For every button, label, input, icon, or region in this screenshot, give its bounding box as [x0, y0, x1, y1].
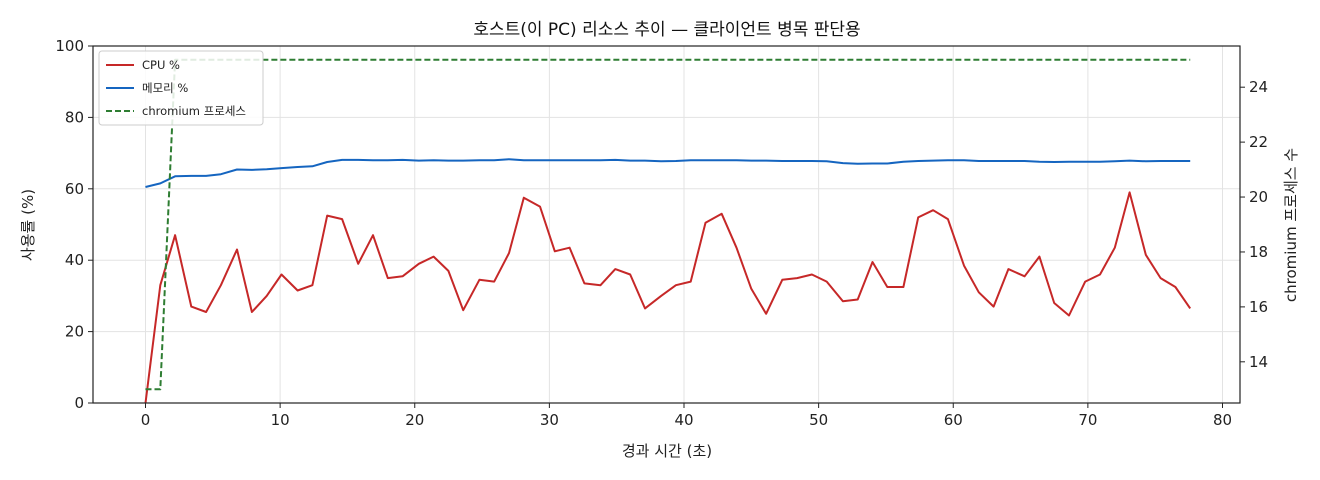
x-tick-label: 30 [540, 411, 559, 429]
y-tick-label: 20 [65, 323, 84, 341]
grid [93, 45, 1240, 404]
x-tick-label: 10 [271, 411, 290, 429]
plot-frame [92, 45, 1241, 404]
y-tick-label: 60 [65, 180, 84, 198]
x-axis-title: 경과 시간 (초) [622, 442, 712, 460]
y-axis-right: 14 16 18 20 22 24 [1240, 78, 1268, 371]
legend-label: CPU % [142, 58, 180, 72]
legend-box [98, 50, 264, 126]
series-layer [144, 58, 1192, 404]
x-tick-label: 60 [944, 411, 963, 429]
legend-label: 메모리 % [142, 81, 188, 95]
y2-tick-label: 24 [1249, 78, 1268, 96]
y2-tick-label: 14 [1249, 353, 1268, 371]
legend-label: chromium 프로세스 [142, 104, 246, 118]
y2-tick-label: 22 [1249, 133, 1268, 151]
y-tick-label: 80 [65, 108, 84, 126]
x-axis: 0 10 20 30 40 50 60 70 80 [141, 403, 1232, 429]
y-tick-label: 40 [65, 251, 84, 269]
series-line-0 [144, 191, 1192, 404]
x-tick-label: 20 [405, 411, 424, 429]
y-tick-label: 100 [55, 37, 84, 55]
y-tick-label: 0 [74, 394, 84, 412]
y2-tick-label: 16 [1249, 298, 1268, 316]
y-axis-left: 0 20 40 60 80 100 [55, 37, 93, 412]
series-line-1 [145, 158, 1191, 188]
y2-tick-label: 20 [1249, 188, 1268, 206]
legend: CPU % 메모리 % chromium 프로세스 [98, 50, 264, 126]
y2-tick-label: 18 [1249, 243, 1268, 261]
series-line-2 [145, 58, 1191, 391]
y2-axis-title: chromium 프로세스 수 [1282, 148, 1300, 302]
y-axis-title: 사용률 (%) [19, 189, 37, 261]
x-tick-label: 80 [1213, 411, 1232, 429]
x-tick-label: 40 [674, 411, 693, 429]
x-tick-label: 0 [141, 411, 151, 429]
x-tick-label: 70 [1078, 411, 1097, 429]
x-tick-label: 50 [809, 411, 828, 429]
chart-title: 호스트(이 PC) 리소스 추이 — 클라이언트 병목 판단용 [473, 20, 860, 40]
